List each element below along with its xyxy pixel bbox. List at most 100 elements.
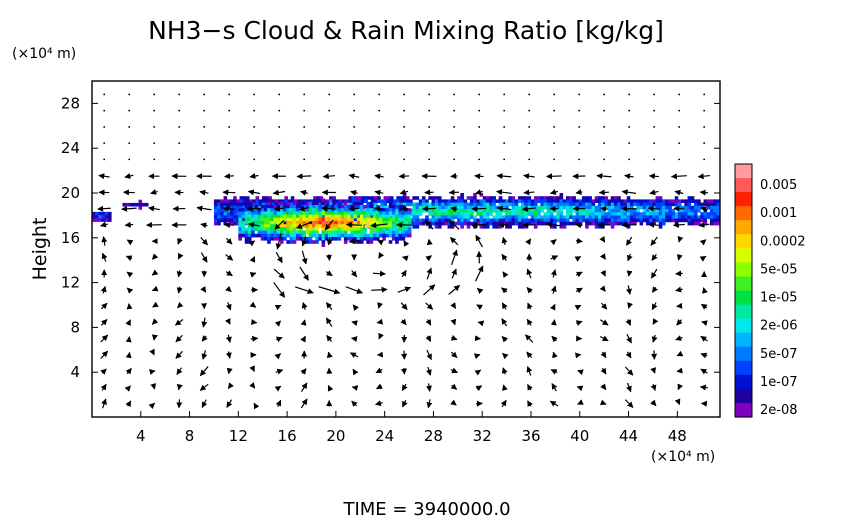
wind-vector-249: [699, 255, 707, 262]
wind-vector-60: [352, 368, 359, 376]
wind-vector-195: [599, 285, 606, 292]
wind-vector-73: [676, 367, 683, 374]
wind-vector-337: [399, 189, 409, 195]
wind-vector-108: [300, 335, 306, 343]
wind-vector-254: [200, 237, 209, 246]
wind-vector-74: [700, 368, 708, 375]
x-tick-label-8: 8: [185, 427, 195, 445]
wind-vector-359: [322, 173, 336, 180]
wind-vector-57: [275, 368, 284, 375]
wind-vector-173: [676, 302, 683, 309]
calm-point: [228, 142, 231, 145]
wind-vector-290: [471, 222, 487, 229]
wind-vector-327: [150, 189, 158, 195]
wind-vector-225: [101, 252, 108, 262]
wind-vector-136: [376, 318, 384, 325]
wind-vector-191: [501, 287, 508, 294]
wind-vector-209: [325, 270, 333, 277]
calm-point: [103, 126, 106, 128]
wind-vector-300: [97, 205, 111, 212]
x-tick-label-32: 32: [473, 427, 492, 445]
wind-vector-94: [574, 352, 582, 359]
wind-vector-373: [670, 173, 687, 180]
wind-vector-164: [450, 302, 457, 309]
wind-vector-221: [626, 270, 633, 277]
plot-frame: [91, 80, 721, 418]
wind-vector-267: [525, 238, 532, 246]
calm-point: [253, 142, 256, 145]
wind-vector-244: [574, 255, 582, 262]
wind-vector-342: [523, 189, 535, 196]
calm-point: [703, 109, 706, 112]
wind-vector-33: [300, 382, 308, 392]
wind-vector-143: [550, 319, 557, 326]
wind-vector-228: [177, 252, 184, 260]
calm-point: [153, 158, 156, 161]
wind-vector-296: [621, 222, 637, 229]
calm-point: [378, 109, 381, 112]
calm-point: [578, 109, 581, 112]
calm-point: [578, 126, 581, 128]
wind-vector-193: [550, 285, 557, 294]
wind-vector-322: [647, 205, 661, 212]
wind-vector-219: [575, 271, 583, 278]
wind-vector-326: [122, 189, 135, 196]
wind-vector-184: [318, 286, 341, 295]
wind-vector-347: [649, 189, 659, 196]
calm-point: [603, 126, 606, 128]
wind-vector-368: [546, 173, 562, 180]
colorbar-swatch-0: [735, 164, 752, 179]
wind-vector-346: [621, 189, 637, 196]
wind-vector-253: [177, 237, 183, 245]
wind-vector-5: [226, 399, 233, 408]
wind-vector-265: [475, 234, 483, 248]
y-tick-label-12: 12: [61, 274, 80, 292]
wind-vector-210: [350, 270, 358, 278]
wind-vector-1: [125, 400, 132, 408]
calm-point: [503, 142, 506, 145]
wind-vector-46: [626, 382, 632, 393]
wind-vector-82: [274, 353, 281, 360]
calm-point: [453, 93, 456, 96]
wind-vector-341: [496, 189, 512, 196]
x-tick-label-48: 48: [668, 427, 687, 445]
wind-vector-205: [225, 270, 233, 277]
calm-point: [653, 109, 656, 112]
wind-vector-222: [650, 268, 658, 279]
wind-vector-183: [295, 286, 314, 294]
wind-vector-149: [701, 320, 708, 327]
colorbar-swatch-3: [735, 206, 752, 221]
calm-point: [653, 158, 656, 161]
calm-point: [578, 93, 581, 96]
wind-vector-174: [700, 303, 708, 310]
wind-vector-245: [599, 253, 606, 260]
wind-vectors: [97, 93, 711, 410]
wind-vector-133: [300, 319, 307, 326]
calm-point: [178, 109, 181, 112]
calm-point: [378, 126, 381, 128]
wind-vector-223: [675, 270, 683, 277]
wind-vector-260: [348, 238, 360, 245]
calm-point: [503, 126, 506, 128]
wind-vector-65: [474, 369, 482, 376]
wind-vector-234: [325, 254, 332, 262]
wind-vector-355: [224, 173, 234, 180]
calm-point: [403, 126, 406, 128]
calm-point: [103, 93, 106, 96]
wind-vector-55: [226, 367, 233, 375]
calm-point: [303, 126, 306, 128]
calm-point: [428, 142, 431, 145]
wind-vector-180: [225, 285, 232, 293]
calm-point: [203, 93, 206, 96]
calm-point: [578, 158, 581, 161]
calm-point: [378, 158, 381, 161]
colorbar-swatch-13: [735, 346, 752, 362]
calm-point: [628, 158, 631, 161]
y-tick-label-4: 4: [70, 363, 80, 381]
calm-point: [553, 158, 556, 161]
calm-point: [153, 142, 156, 145]
wind-vector-69: [577, 369, 584, 376]
wind-vector-166: [501, 302, 508, 310]
wind-vector-268: [550, 239, 557, 246]
colorbar-swatch-15: [735, 374, 752, 390]
